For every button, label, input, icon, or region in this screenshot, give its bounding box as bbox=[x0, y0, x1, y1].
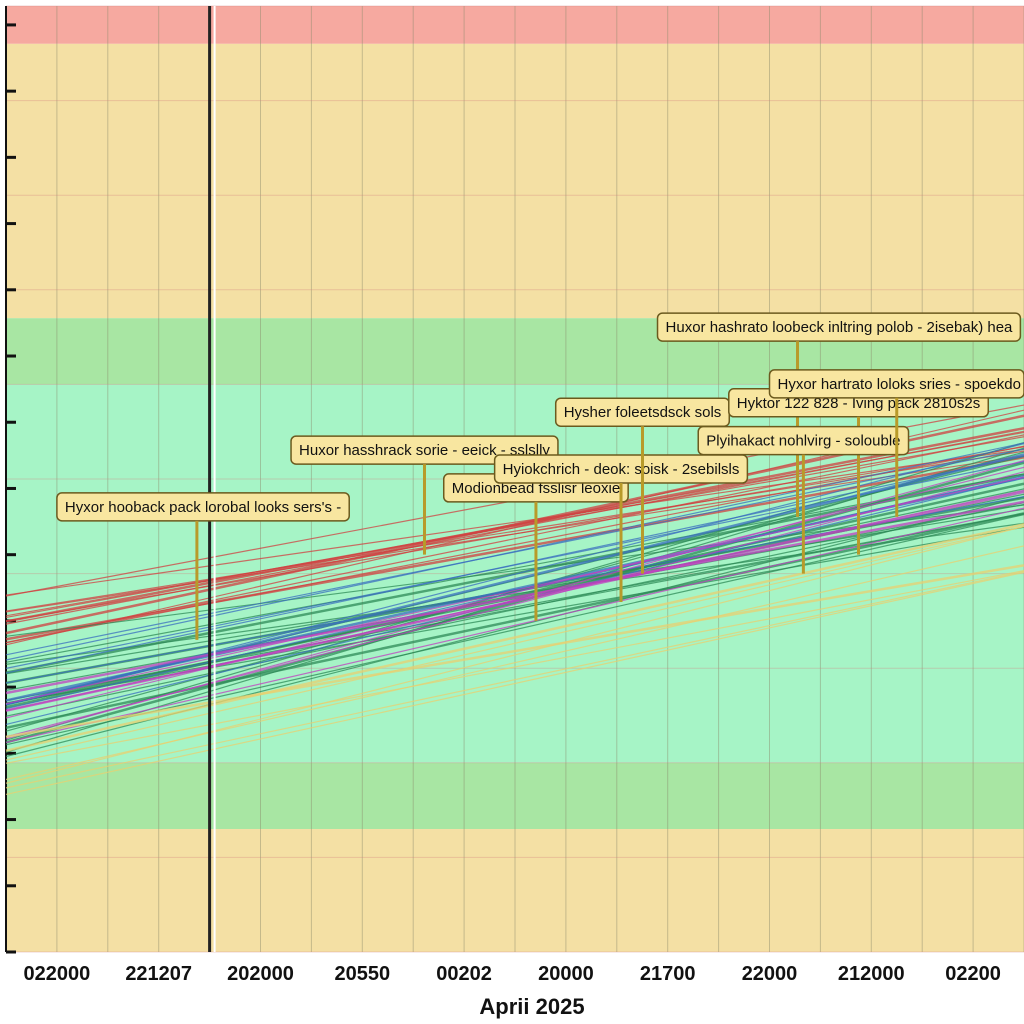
x-tick-label: 00202 bbox=[436, 963, 492, 985]
series-line-3-7 bbox=[5, 476, 1024, 705]
series-line-3-5 bbox=[5, 500, 1024, 695]
x-tick-label: 022000 bbox=[24, 963, 91, 985]
vertical-marker bbox=[208, 6, 216, 952]
annotation-label: Plyihakact nohlvirg - solouble bbox=[706, 433, 900, 450]
series-line-0-8 bbox=[5, 450, 1024, 612]
annotation-box bbox=[656, 312, 1022, 342]
series-line-3-4 bbox=[5, 471, 1024, 738]
annotation-8: Hyxor hartrato loloks sries - spoekdo bbox=[768, 369, 1024, 517]
series-line-0-13 bbox=[5, 448, 1024, 596]
series-line-4-3 bbox=[5, 571, 1024, 796]
series-line-4-5 bbox=[5, 564, 1024, 739]
annotation-label: Modionbead fsslisr leoxie bbox=[452, 480, 620, 497]
annotation-box bbox=[56, 492, 350, 522]
x-tick-label: 212000 bbox=[838, 963, 905, 985]
band-4 bbox=[6, 762, 1024, 830]
series-line-2-7 bbox=[5, 455, 1024, 674]
band-0 bbox=[6, 6, 1024, 44]
series-line-3-3 bbox=[5, 489, 1024, 712]
x-tick-label: 21700 bbox=[640, 963, 696, 985]
series-line-2-2 bbox=[5, 448, 1024, 656]
annotation-7: Plyihakact nohlvirg - solouble bbox=[697, 425, 910, 574]
annotation-label: Hyxor hartrato loloks sries - spoekdo bbox=[778, 376, 1021, 393]
annotations: Hyxor hooback pack lorobal looks sers's … bbox=[56, 312, 1024, 640]
annotation-label: Huxor hasshrack sorie - eeick - sslslly bbox=[299, 442, 550, 459]
band-5 bbox=[6, 829, 1024, 952]
series-line-4-6 bbox=[5, 570, 1024, 764]
band-1 bbox=[6, 43, 1024, 319]
series-line-4-4 bbox=[5, 525, 1024, 761]
series-line-3-2 bbox=[5, 466, 1024, 719]
annotation-label: Hyiokchrich - deok: soisk - 2sebilsls bbox=[503, 461, 740, 478]
series-line-4-7 bbox=[5, 545, 1024, 781]
series-line-0-9 bbox=[5, 431, 1024, 619]
annotation-0: Hyxor hooback pack lorobal looks sers's … bbox=[56, 492, 350, 640]
x-tick-label: 221207 bbox=[125, 963, 192, 985]
series-line-4-0 bbox=[5, 523, 1024, 752]
annotation-3: Hyiokchrich - deok: soisk - 2sebilsls bbox=[493, 454, 749, 602]
series-line-1-3 bbox=[5, 513, 1024, 705]
annotation-label: Hyxor hooback pack lorobal looks sers's … bbox=[65, 499, 341, 516]
x-tick-label: 02200 bbox=[945, 963, 1001, 985]
series-line-1-6 bbox=[5, 502, 1024, 717]
annotation-label: Hysher foleetsdsck sols bbox=[564, 404, 722, 421]
series-line-3-6 bbox=[5, 507, 1024, 744]
annotation-4: Hysher foleetsdsck sols bbox=[554, 397, 731, 574]
series-line-4-2 bbox=[5, 570, 1024, 789]
x-axis-title: Aprii 2025 bbox=[479, 994, 584, 1019]
series-line-0-7 bbox=[5, 446, 1024, 622]
x-tick-labels: 022000 221207 202000 20550 00202 20000 21700 22… bbox=[24, 963, 1001, 985]
series-line-1-12 bbox=[5, 513, 1024, 746]
series-line-1-11 bbox=[5, 473, 1024, 663]
annotation-label: Huxor hashrato loobeck inltring polob - … bbox=[666, 319, 1014, 336]
x-tick-label: 20000 bbox=[538, 963, 594, 985]
axis: 022000 221207 202000 20550 00202 20000 21700 22… bbox=[24, 963, 1001, 1019]
annotation-1: Huxor hasshrack sorie - eeick - sslslly bbox=[290, 435, 559, 555]
x-tick-label: 202000 bbox=[227, 963, 294, 985]
annotation-5: Huxor hashrato loobeck inltring polob - … bbox=[656, 312, 1022, 517]
series-line-0-12 bbox=[5, 434, 1024, 644]
x-tick-label: 22000 bbox=[742, 963, 798, 985]
x-tick-label: 20550 bbox=[334, 963, 390, 985]
annotation-label: Hyktor 122 828 - Iving pack 2810s2s bbox=[737, 395, 980, 412]
series-lines bbox=[5, 404, 1024, 796]
